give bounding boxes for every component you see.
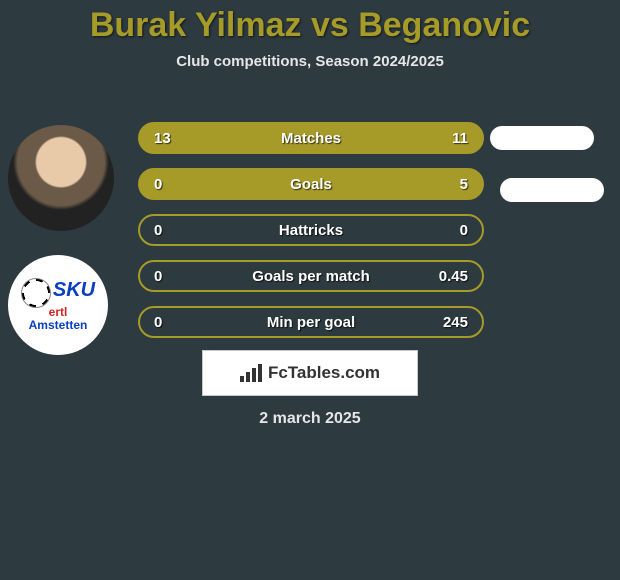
subtitle: Club competitions, Season 2024/2025: [0, 53, 620, 70]
brand-box[interactable]: FcTables.com: [202, 350, 418, 396]
player-avatar-left: [8, 125, 114, 231]
stat-label: Matches: [140, 130, 482, 147]
stat-label: Goals: [140, 176, 482, 193]
page-title: Burak Yilmaz vs Beganovic: [0, 0, 620, 45]
club-logo-content: SKU ertl Amstetten: [21, 278, 95, 332]
bars-icon: [240, 364, 262, 382]
club-logo-line1: SKU: [53, 279, 95, 301]
stat-row: 0Goals5: [138, 168, 484, 200]
stat-row: 0Goals per match0.45: [138, 260, 484, 292]
stat-row: 0Hattricks0: [138, 214, 484, 246]
soccer-ball-icon: [21, 278, 51, 308]
stat-row: 0Min per goal245: [138, 306, 484, 338]
club-logo-line3: Amstetten: [29, 318, 88, 332]
title-text: Burak Yilmaz vs Beganovic: [90, 6, 530, 44]
stat-row: 13Matches11: [138, 122, 484, 154]
stat-label: Goals per match: [140, 268, 482, 285]
stat-label: Hattricks: [140, 222, 482, 239]
decorative-blob-1: [490, 126, 594, 150]
stat-label: Min per goal: [140, 314, 482, 331]
club-logo-right: SKU ertl Amstetten: [8, 255, 108, 355]
brand-text: FcTables.com: [268, 363, 380, 383]
date-stamp: 2 march 2025: [0, 410, 620, 428]
stat-rows: 13Matches11 0Goals5 0Hattricks0 0Goals per …: [138, 122, 484, 352]
decorative-blob-2: [500, 178, 604, 202]
